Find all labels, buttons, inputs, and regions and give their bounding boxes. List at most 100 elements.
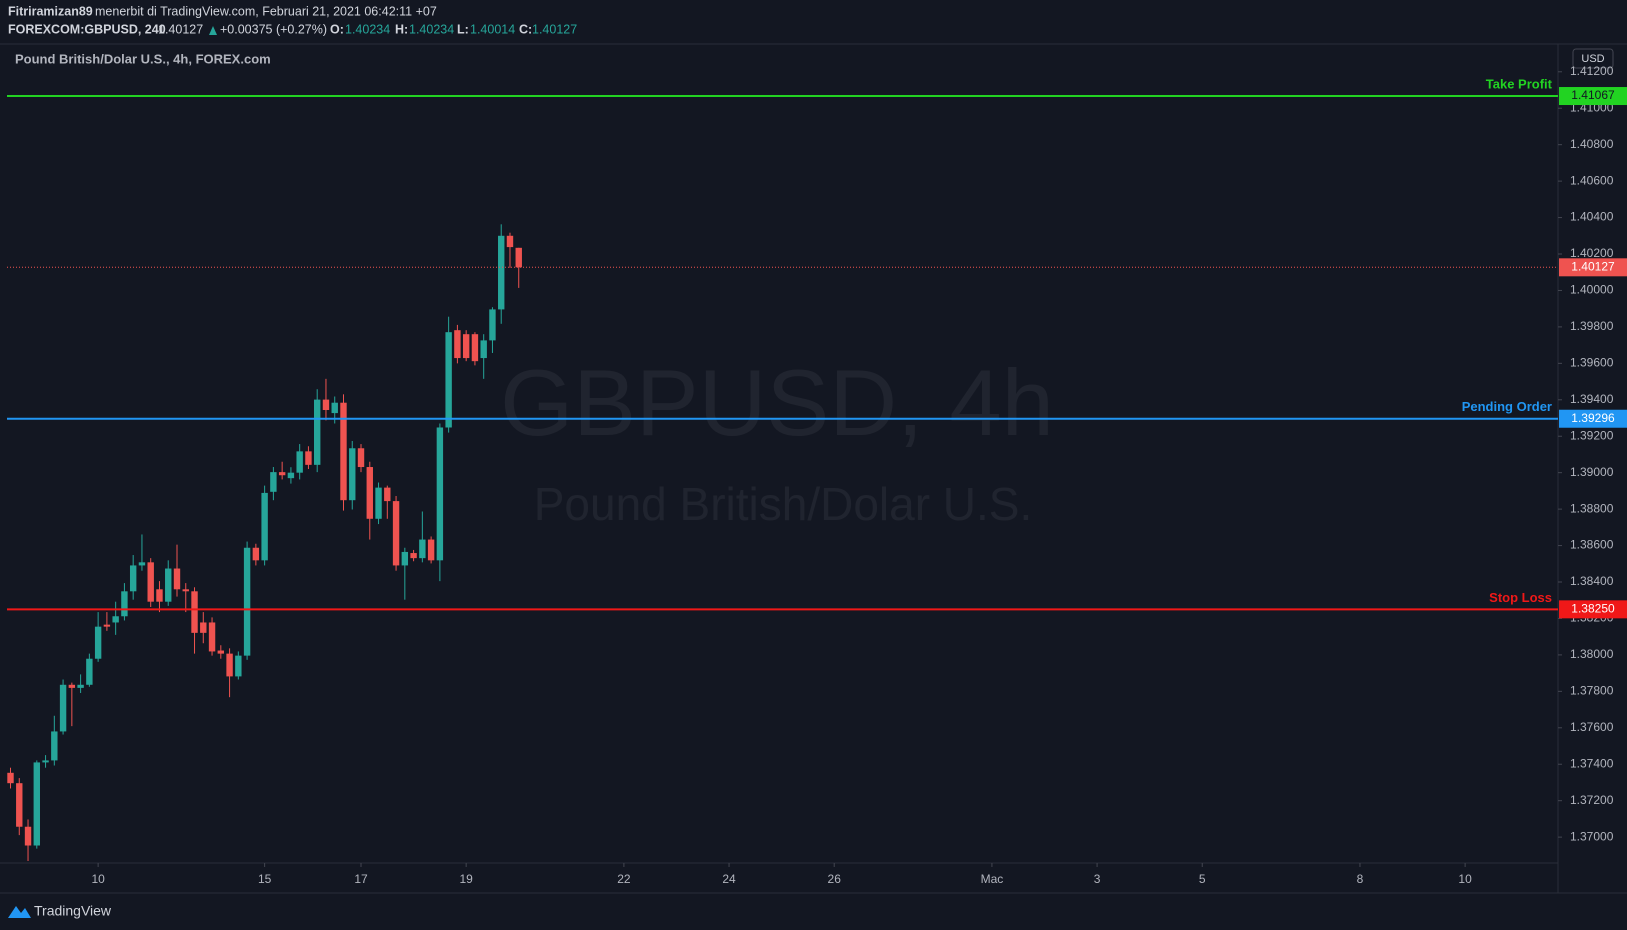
x-tick-label: 22 — [617, 872, 631, 886]
chart-title: Pound British/Dolar U.S., 4h, FOREX.com — [15, 51, 271, 66]
ohlc-value: 1.40234 — [409, 22, 454, 36]
candle-body — [314, 399, 321, 465]
y-tick-label: 1.37400 — [1570, 756, 1614, 770]
x-tick-label: 24 — [722, 872, 736, 886]
symbol: FOREXCOM:GBPUSD, 240 — [8, 22, 166, 36]
ohlc-value: 1.40014 — [470, 22, 515, 36]
candle-body — [340, 402, 347, 501]
ohlc-label: C: — [519, 22, 532, 36]
candle-body — [375, 487, 382, 519]
candle-body — [515, 247, 522, 268]
currency: USD — [1581, 53, 1604, 65]
y-tick-label: 1.37800 — [1570, 684, 1614, 698]
candle-body — [427, 539, 435, 561]
candle-body — [489, 309, 496, 341]
candle-body — [121, 591, 128, 617]
y-tick-label: 1.39800 — [1570, 319, 1614, 333]
candle-body — [77, 684, 84, 688]
y-tick-label: 1.40800 — [1570, 137, 1614, 151]
candle-body — [454, 330, 461, 359]
x-tick-label: 3 — [1094, 872, 1101, 886]
footer-logo — [8, 906, 31, 918]
published: menerbit di TradingView.com, Februari 21… — [95, 4, 437, 18]
x-tick-label: 10 — [91, 872, 105, 886]
candle-body — [86, 658, 93, 685]
candle-body — [138, 562, 146, 566]
y-tick-label: 1.40400 — [1570, 210, 1614, 224]
candle-body — [147, 562, 154, 602]
candle-body — [471, 334, 479, 362]
candle-body — [173, 568, 181, 590]
y-tick-label: 1.40600 — [1570, 173, 1614, 187]
ohlc-value: 1.40127 — [532, 22, 577, 36]
candle-body — [261, 492, 268, 561]
ohlc-label: O: — [330, 22, 344, 36]
watermark: GBPUSD, 4h — [500, 350, 1054, 455]
y-tick-label: 1.39400 — [1570, 392, 1614, 406]
level-badge-label: 1.41067 — [1571, 88, 1615, 102]
candle-body — [235, 655, 242, 677]
level-badge — [1559, 87, 1627, 106]
ohlc-label: L: — [457, 22, 469, 36]
level-name: Stop Loss — [1489, 590, 1552, 605]
candle-body — [68, 684, 76, 688]
candle-body — [287, 472, 295, 479]
candle-body — [401, 551, 409, 566]
candle-body — [506, 235, 514, 248]
level-badge — [1559, 600, 1627, 619]
footer-brand: TradingView — [34, 903, 112, 919]
y-tick-label: 1.39600 — [1570, 356, 1614, 370]
author: Fitriramizan89 — [8, 4, 93, 18]
candle-body — [208, 622, 216, 652]
candle-body — [270, 472, 277, 492]
candle-body — [226, 653, 233, 677]
level-name: Take Profit — [1486, 76, 1553, 91]
ohlc-value: 1.40234 — [345, 22, 390, 36]
candle-body — [156, 589, 163, 602]
y-tick-label: 1.39000 — [1570, 465, 1614, 479]
y-tick-label: 1.37000 — [1570, 829, 1614, 843]
candle-body — [243, 547, 251, 656]
x-tick-label: Mac — [981, 872, 1004, 886]
candle-body — [33, 762, 40, 846]
candle-body — [182, 589, 189, 592]
x-tick-label: 26 — [828, 872, 842, 886]
x-tick-label: 8 — [1357, 872, 1364, 886]
candle-body — [59, 684, 67, 732]
candle-body — [445, 332, 452, 428]
header-bar — [0, 0, 1627, 43]
change: +0.00375 (+0.27%) — [220, 22, 327, 36]
candle-body — [191, 591, 198, 633]
candle-body — [42, 760, 49, 763]
candle-body — [94, 626, 102, 659]
y-tick-label: 1.39200 — [1570, 428, 1614, 442]
candle-body — [410, 553, 417, 559]
candle-body — [129, 565, 137, 592]
candle-body — [51, 731, 58, 761]
candle-body — [112, 616, 119, 623]
y-tick-label: 1.40200 — [1570, 246, 1614, 260]
candle-body — [252, 547, 260, 561]
candle-body — [24, 826, 32, 846]
candle-body — [498, 235, 505, 310]
candle-body — [419, 539, 426, 559]
price-badge-label: 1.40127 — [1571, 259, 1615, 273]
candle-body — [296, 451, 303, 473]
y-tick-label: 1.38000 — [1570, 647, 1614, 661]
y-tick-label: 1.37200 — [1570, 793, 1614, 807]
x-tick-label: 17 — [354, 872, 368, 886]
y-tick-label: 1.38600 — [1570, 538, 1614, 552]
candle-body — [103, 624, 111, 627]
currency-box[interactable] — [1572, 48, 1614, 69]
candle-body — [480, 340, 487, 359]
x-tick-label: 15 — [258, 872, 272, 886]
x-tick-label: 5 — [1199, 872, 1206, 886]
candle-body — [7, 772, 14, 784]
x-tick-label: 10 — [1458, 872, 1472, 886]
candle-body — [331, 402, 338, 414]
candles — [7, 224, 522, 861]
candle-body — [462, 334, 470, 359]
